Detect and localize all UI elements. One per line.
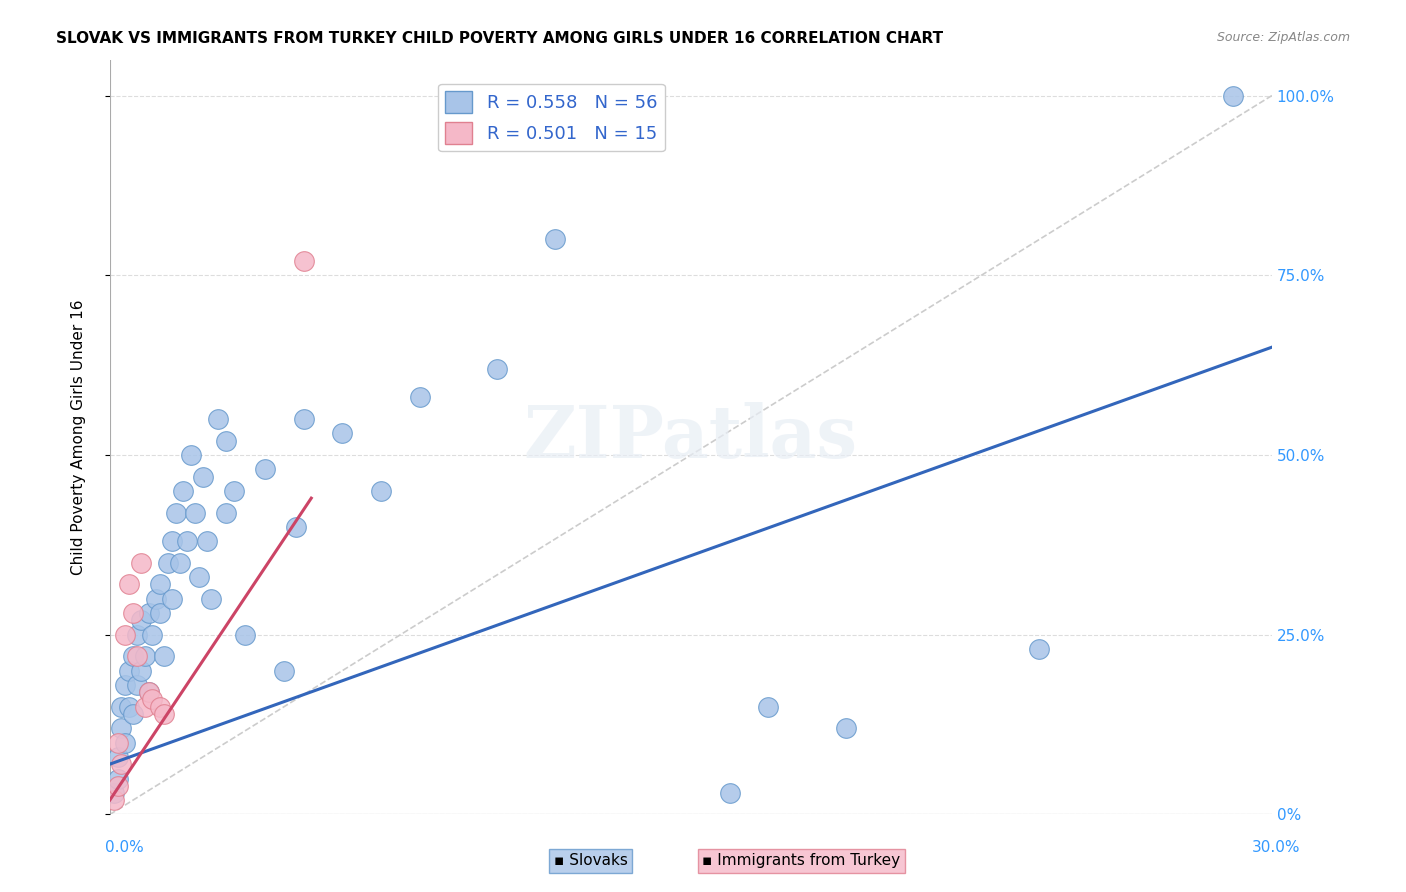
Point — [107, 750, 129, 764]
Point — [273, 664, 295, 678]
Point — [129, 613, 152, 627]
Point — [149, 699, 172, 714]
Point — [1028, 642, 1050, 657]
Point — [330, 426, 353, 441]
Point — [1222, 88, 1244, 103]
Point — [107, 735, 129, 749]
Point — [160, 534, 183, 549]
Point — [138, 606, 160, 620]
Point — [160, 591, 183, 606]
Point — [292, 412, 315, 426]
Point — [180, 448, 202, 462]
Point — [125, 678, 148, 692]
Point — [118, 577, 141, 591]
Point — [110, 699, 132, 714]
Point — [122, 706, 145, 721]
Point — [172, 483, 194, 498]
Legend: R = 0.558   N = 56, R = 0.501   N = 15: R = 0.558 N = 56, R = 0.501 N = 15 — [439, 84, 665, 152]
Point — [756, 699, 779, 714]
Point — [165, 506, 187, 520]
Y-axis label: Child Poverty Among Girls Under 16: Child Poverty Among Girls Under 16 — [72, 300, 86, 574]
Point — [107, 779, 129, 793]
Point — [718, 786, 741, 800]
Point — [129, 664, 152, 678]
Point — [195, 534, 218, 549]
Point — [122, 606, 145, 620]
Point — [110, 757, 132, 772]
Text: SLOVAK VS IMMIGRANTS FROM TURKEY CHILD POVERTY AMONG GIRLS UNDER 16 CORRELATION : SLOVAK VS IMMIGRANTS FROM TURKEY CHILD P… — [56, 31, 943, 46]
Point — [641, 88, 664, 103]
Text: ZIPatlas: ZIPatlas — [524, 401, 858, 473]
Point — [153, 649, 176, 664]
Text: ▪ Slovaks: ▪ Slovaks — [554, 854, 627, 868]
Point — [103, 793, 125, 807]
Point — [118, 664, 141, 678]
Point — [141, 628, 163, 642]
Point — [156, 556, 179, 570]
Point — [138, 685, 160, 699]
Point — [114, 735, 136, 749]
Point — [107, 772, 129, 786]
Point — [122, 649, 145, 664]
Point — [184, 506, 207, 520]
Point — [284, 520, 307, 534]
Point — [134, 699, 156, 714]
Point — [215, 506, 238, 520]
Point — [207, 412, 229, 426]
Point — [409, 391, 432, 405]
Text: ▪ Immigrants from Turkey: ▪ Immigrants from Turkey — [703, 854, 900, 868]
Point — [114, 628, 136, 642]
Point — [103, 786, 125, 800]
Point — [129, 556, 152, 570]
Point — [134, 649, 156, 664]
Point — [110, 721, 132, 735]
Text: Source: ZipAtlas.com: Source: ZipAtlas.com — [1216, 31, 1350, 45]
Point — [253, 462, 276, 476]
Point — [169, 556, 191, 570]
Point — [141, 692, 163, 706]
Point — [114, 678, 136, 692]
Point — [145, 591, 167, 606]
Point — [235, 628, 257, 642]
Point — [200, 591, 222, 606]
Point — [149, 606, 172, 620]
Point — [176, 534, 198, 549]
Text: 0.0%: 0.0% — [105, 840, 145, 855]
Point — [118, 699, 141, 714]
Point — [222, 483, 245, 498]
Point — [125, 649, 148, 664]
Point — [292, 253, 315, 268]
Point — [187, 570, 209, 584]
Point — [138, 685, 160, 699]
Point — [486, 361, 509, 376]
Point — [215, 434, 238, 448]
Point — [544, 232, 567, 246]
Point — [153, 706, 176, 721]
Point — [835, 721, 858, 735]
Point — [191, 469, 214, 483]
Text: 30.0%: 30.0% — [1253, 840, 1301, 855]
Point — [125, 628, 148, 642]
Point — [370, 483, 392, 498]
Point — [149, 577, 172, 591]
